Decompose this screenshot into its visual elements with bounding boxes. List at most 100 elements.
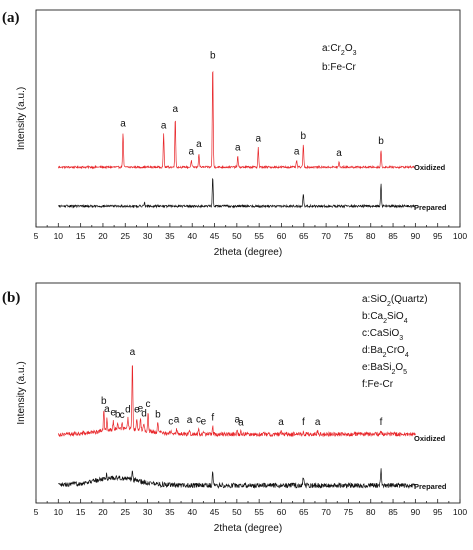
peak-label: a bbox=[187, 415, 193, 426]
peak-label: a bbox=[196, 139, 202, 150]
x-tick-label: 55 bbox=[254, 507, 264, 517]
series-line-oxidized bbox=[57, 365, 416, 438]
peak-label: a bbox=[278, 417, 284, 428]
series-label-oxidized: Oxidized bbox=[414, 434, 446, 443]
legend-entry-c: c:CaSiO3 bbox=[362, 328, 403, 342]
x-tick-label: 20 bbox=[98, 231, 108, 241]
x-tick-label: 35 bbox=[165, 231, 175, 241]
x-tick-label: 95 bbox=[433, 231, 443, 241]
x-tick-label: 15 bbox=[76, 507, 86, 517]
peak-label: d bbox=[125, 404, 131, 415]
peak-label: b bbox=[101, 396, 107, 407]
series-label-oxidized: Oxidized bbox=[414, 163, 446, 172]
peak-label: a bbox=[235, 414, 241, 425]
peak-label: a bbox=[315, 417, 321, 428]
legend-entry-f: f:Fe-Cr bbox=[362, 379, 394, 390]
y-axis-title: Intensity (a.u.) bbox=[16, 361, 27, 424]
peak-label: f bbox=[380, 417, 383, 428]
x-tick-label: 10 bbox=[54, 507, 64, 517]
peak-label: b bbox=[155, 409, 161, 420]
x-tick-label: 75 bbox=[344, 231, 354, 241]
x-tick-label: 35 bbox=[165, 507, 175, 517]
peak-label: a bbox=[104, 404, 110, 415]
x-axis-title: 2theta (degree) bbox=[214, 523, 282, 534]
x-tick-label: 30 bbox=[143, 507, 153, 517]
x-tick-label: 60 bbox=[277, 231, 287, 241]
peak-label: c bbox=[196, 414, 201, 425]
x-tick-label: 50 bbox=[232, 507, 242, 517]
series-line-prepared bbox=[58, 178, 416, 209]
x-tick-label: 5 bbox=[34, 231, 39, 241]
panel-label: (a) bbox=[2, 10, 20, 26]
x-tick-label: 25 bbox=[121, 507, 131, 517]
panel-label: (b) bbox=[2, 290, 20, 306]
peak-label: a bbox=[255, 133, 261, 144]
peak-label: e bbox=[134, 404, 140, 415]
x-tick-label: 90 bbox=[411, 231, 421, 241]
x-tick-label: 85 bbox=[388, 231, 398, 241]
peak-label: b bbox=[115, 410, 121, 421]
series-label-prepared: Prepared bbox=[414, 482, 447, 491]
x-tick-label: 10 bbox=[54, 231, 64, 241]
legend-entry-d: d:Ba2CrO4 bbox=[362, 345, 409, 359]
x-tick-label: 85 bbox=[388, 507, 398, 517]
x-tick-label: 50 bbox=[232, 231, 242, 241]
peak-label: c bbox=[146, 399, 151, 410]
x-tick-label: 20 bbox=[98, 507, 108, 517]
peak-label: b bbox=[301, 131, 307, 142]
peak-label: e bbox=[110, 408, 116, 419]
x-tick-label: 70 bbox=[321, 231, 331, 241]
x-tick-label: 25 bbox=[121, 231, 131, 241]
x-tick-label: 100 bbox=[453, 507, 467, 517]
x-tick-label: 60 bbox=[277, 507, 287, 517]
peak-label: a bbox=[120, 119, 126, 130]
peak-label: a bbox=[130, 347, 136, 358]
peak-label: a bbox=[235, 142, 241, 153]
x-tick-label: 45 bbox=[210, 507, 220, 517]
x-tick-label: 90 bbox=[411, 507, 421, 517]
peak-label: e bbox=[201, 416, 207, 427]
x-tick-label: 30 bbox=[143, 231, 153, 241]
peak-label: a bbox=[172, 104, 178, 115]
peak-label: c bbox=[168, 416, 173, 427]
peak-label: d bbox=[141, 409, 147, 420]
peak-label: b bbox=[378, 136, 384, 147]
x-tick-label: 75 bbox=[344, 507, 354, 517]
x-tick-label: 80 bbox=[366, 507, 376, 517]
peak-label: e bbox=[138, 404, 144, 415]
peak-label: c bbox=[120, 410, 125, 421]
peak-label: b bbox=[210, 51, 216, 62]
peak-label: a bbox=[336, 148, 342, 159]
x-tick-label: 100 bbox=[453, 231, 467, 241]
series-line-prepared bbox=[58, 468, 416, 489]
x-tick-label: 15 bbox=[76, 231, 86, 241]
x-tick-label: 40 bbox=[187, 231, 197, 241]
x-tick-label: 40 bbox=[187, 507, 197, 517]
peak-label: a bbox=[174, 415, 180, 426]
legend-entry-b: b:Ca2SiO4 bbox=[362, 311, 408, 325]
legend-entry-e: e:BaSi2O5 bbox=[362, 362, 407, 376]
y-axis-title: Intensity (a.u.) bbox=[16, 87, 27, 150]
peak-label: f bbox=[211, 413, 214, 424]
x-tick-label: 95 bbox=[433, 507, 443, 517]
series-line-oxidized bbox=[57, 70, 416, 170]
x-tick-label: 65 bbox=[299, 507, 309, 517]
peak-label: a bbox=[189, 147, 195, 158]
peak-label: a bbox=[294, 147, 300, 158]
x-tick-label: 5 bbox=[34, 507, 39, 517]
x-tick-label: 65 bbox=[299, 231, 309, 241]
plot-frame bbox=[35, 9, 461, 228]
x-tick-label: 70 bbox=[321, 507, 331, 517]
legend-entry-a: a:Cr2O3 bbox=[322, 43, 357, 57]
panel-b: (b) 5 10 15 20 25 30 35 40 45 50 55 60 65 70 75 80 85 90 95… bbox=[2, 282, 467, 534]
peak-label: a bbox=[161, 120, 167, 131]
legend-entry-a: a:SiO2(Quartz) bbox=[362, 294, 428, 308]
x-tick-label: 55 bbox=[254, 231, 264, 241]
peak-label: a bbox=[238, 418, 244, 429]
peak-label: f bbox=[302, 417, 305, 428]
series-label-prepared: Prepared bbox=[414, 203, 447, 212]
legend-entry-b: b:Fe-Cr bbox=[322, 62, 357, 73]
x-tick-label: 80 bbox=[366, 231, 376, 241]
panel-a: (a) 5 10 15 20 25 30 35 40 45 50 55 60 65 70 75 80 85 90 95… bbox=[2, 9, 467, 258]
